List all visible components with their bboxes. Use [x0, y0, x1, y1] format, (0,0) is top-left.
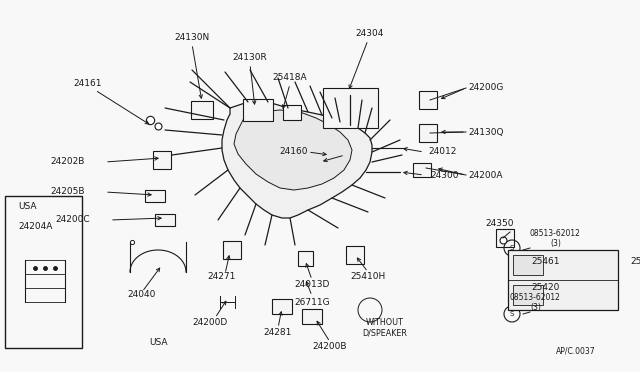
- Bar: [513, 285, 543, 305]
- Text: 08513-62012
(3): 08513-62012 (3): [530, 229, 581, 248]
- Bar: [5, 196, 82, 348]
- Text: 24130Q: 24130Q: [468, 128, 504, 137]
- Bar: [302, 308, 322, 324]
- Text: 24012: 24012: [428, 148, 456, 157]
- Text: 24281: 24281: [264, 328, 292, 337]
- Text: 25461: 25461: [531, 257, 560, 266]
- Bar: [243, 99, 273, 121]
- Text: 24160: 24160: [280, 148, 308, 157]
- Text: S: S: [510, 311, 514, 317]
- Bar: [272, 298, 292, 314]
- Bar: [413, 163, 431, 177]
- Bar: [346, 246, 364, 264]
- Text: 24013D: 24013D: [294, 280, 330, 289]
- Text: 26711G: 26711G: [294, 298, 330, 307]
- Text: 24200C: 24200C: [55, 215, 90, 224]
- Bar: [145, 190, 165, 202]
- Polygon shape: [222, 102, 372, 218]
- Text: S: S: [510, 245, 514, 251]
- Text: 25418A: 25418A: [273, 73, 307, 82]
- Bar: [508, 250, 618, 310]
- Bar: [496, 229, 514, 247]
- Bar: [153, 151, 171, 169]
- Bar: [283, 105, 301, 119]
- Text: AP/C.0037: AP/C.0037: [556, 346, 596, 355]
- Text: 24200B: 24200B: [313, 342, 348, 351]
- Text: USA: USA: [18, 202, 36, 211]
- Bar: [155, 214, 175, 226]
- Text: 24200A: 24200A: [468, 170, 502, 180]
- Text: USA: USA: [148, 338, 167, 347]
- Text: 25420: 25420: [532, 283, 560, 292]
- Text: 24300: 24300: [430, 170, 458, 180]
- Text: 25410: 25410: [630, 257, 640, 266]
- Text: 24271: 24271: [208, 272, 236, 281]
- Text: 25410H: 25410H: [350, 272, 386, 281]
- Bar: [323, 88, 378, 128]
- Text: 24130N: 24130N: [174, 33, 210, 42]
- Bar: [223, 241, 241, 259]
- Text: 24200G: 24200G: [468, 83, 504, 93]
- Text: 24204A: 24204A: [18, 222, 52, 231]
- Text: 24040: 24040: [128, 290, 156, 299]
- Polygon shape: [234, 110, 352, 190]
- Text: 24130R: 24130R: [232, 53, 268, 62]
- Bar: [419, 91, 437, 109]
- Bar: [513, 255, 543, 275]
- Text: 24205B: 24205B: [50, 187, 84, 196]
- Text: 24304: 24304: [356, 29, 384, 38]
- Text: 24200D: 24200D: [193, 318, 228, 327]
- Text: 08513-62012
(3): 08513-62012 (3): [510, 293, 561, 312]
- Text: WITHOUT
D/SPEAKER: WITHOUT D/SPEAKER: [363, 318, 408, 337]
- Text: 24161: 24161: [74, 79, 102, 88]
- Bar: [191, 101, 213, 119]
- Bar: [419, 124, 437, 142]
- Text: 24202B: 24202B: [50, 157, 84, 167]
- Bar: [298, 250, 312, 266]
- Text: 24350: 24350: [486, 219, 515, 228]
